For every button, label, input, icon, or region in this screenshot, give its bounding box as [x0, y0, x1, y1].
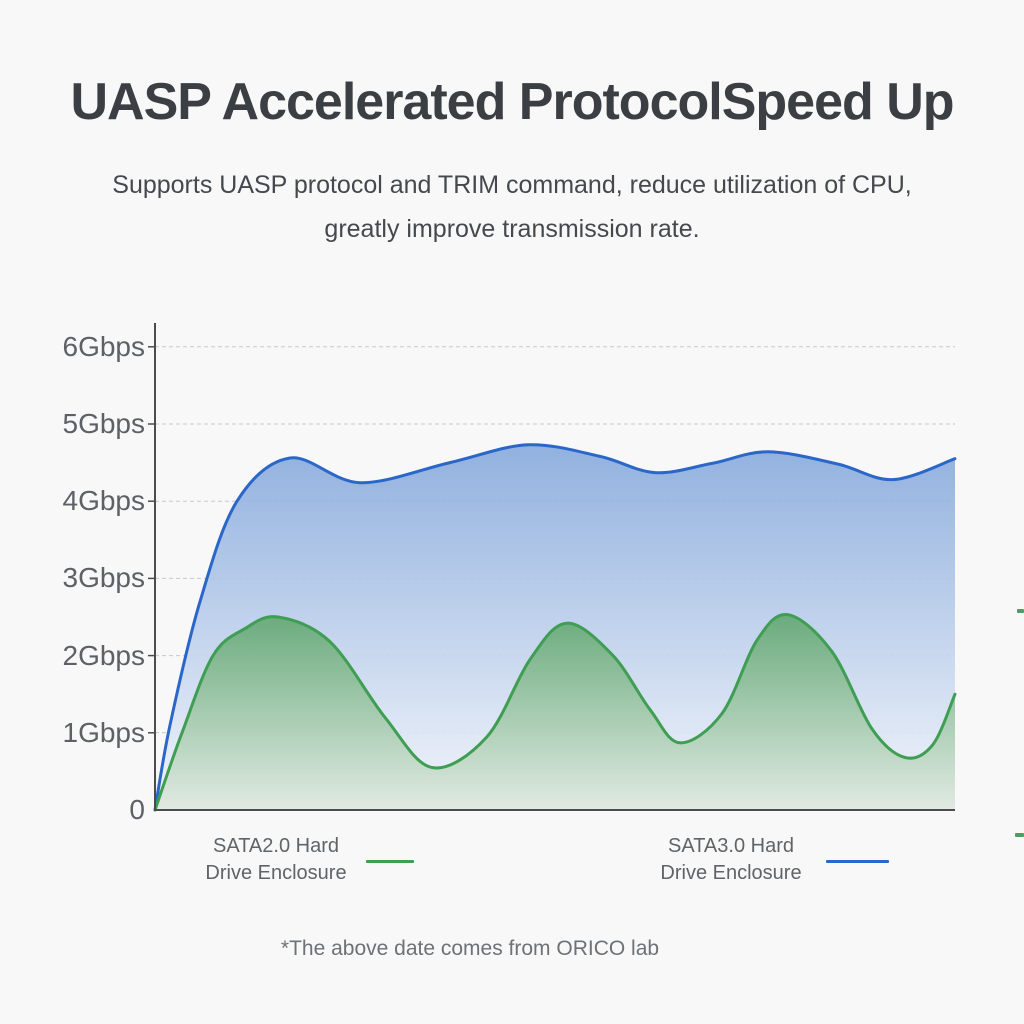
y-axis-tick-label: 2Gbps	[62, 639, 146, 671]
edge-artifact-green-dash-1	[1017, 609, 1024, 613]
sata2-green-curve	[153, 613, 957, 812]
sata2-green-area	[155, 614, 955, 810]
y-axis-tick-label: 3Gbps	[62, 562, 146, 594]
legend-sata3-line1: SATA3.0 Hard	[668, 835, 794, 857]
y-axis-tick-label: 1Gbps	[62, 716, 146, 748]
legend-label-sata2: SATA2.0 Hard Drive Enclosure	[200, 833, 352, 887]
y-axis-tick-label: 5Gbps	[62, 408, 146, 439]
edge-artifact-green-dash-2	[1015, 833, 1024, 837]
page-subtitle: Supports UASP protocol and TRIM command,…	[0, 163, 1024, 251]
legend-label-sata3: SATA3.0 Hard Drive Enclosure	[650, 833, 812, 887]
legend-entry-sata3: SATA3.0 Hard Drive Enclosure	[650, 833, 889, 887]
sata3-blue-curve	[153, 443, 957, 812]
page-title: UASP Accelerated ProtocolSpeed Up	[70, 73, 954, 131]
speed-area-chart	[148, 323, 957, 812]
y-axis-tick-label: 0	[129, 794, 145, 825]
subtitle-line-1: Supports UASP protocol and TRIM command,…	[112, 171, 912, 199]
legend-sata3-line2: Drive Enclosure	[660, 862, 802, 884]
legend-sata2-line1: SATA2.0 Hard	[213, 835, 339, 857]
legend-sata2-line2: Drive Enclosure	[205, 862, 347, 884]
subtitle-line-2: greatly improve transmission rate.	[324, 215, 700, 243]
legend-entry-sata2: SATA2.0 Hard Drive Enclosure	[200, 833, 414, 887]
legend-swatch-sata3-blue-line	[826, 859, 889, 863]
footnote: *The above date comes from ORICO lab	[280, 937, 660, 960]
y-axis-tick-label: 6Gbps	[62, 330, 146, 362]
y-axis-tick-label: 4Gbps	[62, 485, 146, 517]
legend-swatch-sata2-green-line	[366, 859, 414, 863]
